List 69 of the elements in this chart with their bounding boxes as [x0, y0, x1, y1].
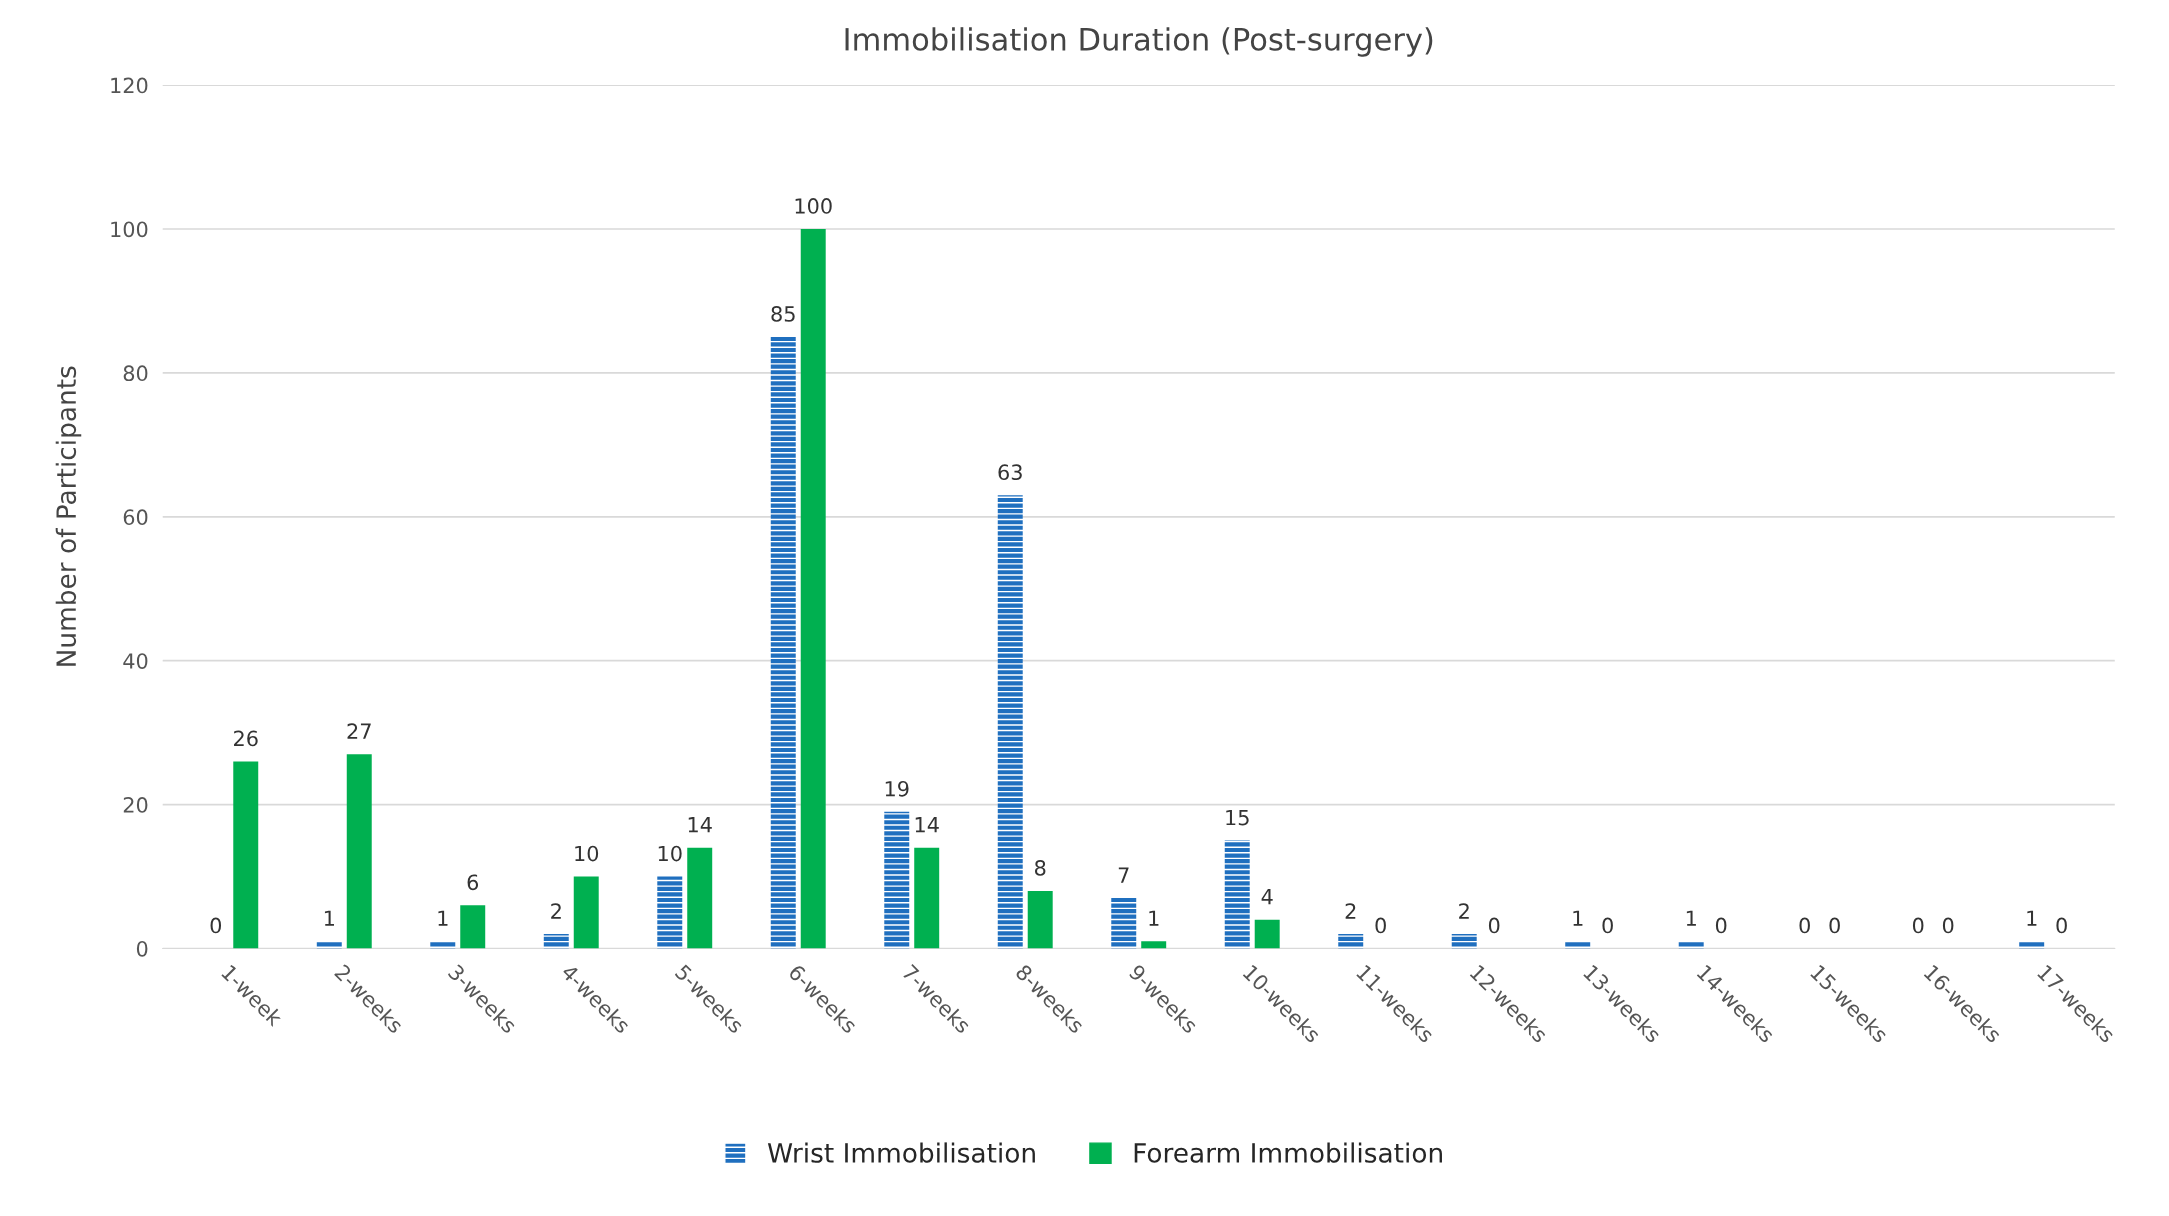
- data-label: 0: [2056, 917, 2067, 934]
- data-label: 0: [210, 917, 222, 934]
- data-label: 2: [551, 903, 561, 919]
- bar: [1254, 919, 1280, 949]
- data-label: 0: [1912, 917, 1924, 934]
- data-label: 8: [1035, 860, 1046, 876]
- bar: [316, 941, 342, 949]
- chart-title: Immobilisation Duration (Post-surgery): [845, 27, 1433, 57]
- data-label: 1: [324, 910, 334, 926]
- data-label: 0: [1375, 917, 1386, 934]
- y-tick-label: 80: [123, 365, 148, 382]
- data-label: 63: [998, 464, 1022, 481]
- data-label: 2: [1459, 903, 1469, 919]
- bar: [1451, 934, 1477, 949]
- data-label: 26: [234, 730, 258, 747]
- bar: [884, 811, 910, 949]
- bar: [914, 847, 940, 949]
- bar: [1224, 840, 1250, 949]
- bar: [1027, 890, 1053, 949]
- bar: [657, 876, 683, 949]
- bar: [1678, 941, 1704, 949]
- bar: [1111, 898, 1137, 949]
- bar: [2019, 941, 2045, 949]
- y-tick-label: 40: [123, 653, 148, 669]
- legend-label: Wrist Immobilisation: [767, 1142, 1035, 1163]
- data-label: 1: [1573, 910, 1583, 926]
- data-label: 0: [1799, 917, 1810, 934]
- data-label: 7: [1118, 867, 1129, 883]
- y-tick-label: 100: [111, 221, 148, 238]
- data-label: 1: [1149, 910, 1159, 926]
- y-tick-label: 60: [123, 509, 148, 526]
- data-label: 10: [575, 845, 599, 862]
- bar: [543, 934, 569, 949]
- data-label: 1: [438, 910, 448, 926]
- bar: [430, 941, 456, 949]
- legend-label: Forearm Immobilisation: [1134, 1142, 1442, 1163]
- data-label: 10: [658, 845, 682, 862]
- bar: [1141, 941, 1167, 949]
- y-tick-label: 120: [111, 77, 148, 94]
- data-label: 19: [885, 780, 909, 797]
- data-label: 1: [2027, 910, 2037, 926]
- bar: [460, 905, 486, 949]
- bar: [687, 847, 713, 949]
- data-label: 0: [1942, 917, 1954, 934]
- data-label: 0: [1829, 917, 1840, 934]
- bar: [1338, 934, 1364, 949]
- bar: [346, 754, 372, 949]
- bar: [997, 495, 1023, 949]
- y-tick-label: 0: [136, 940, 148, 957]
- bar: [770, 336, 796, 949]
- data-label: 0: [1488, 917, 1500, 934]
- data-label: 100: [795, 198, 832, 214]
- data-label: 4: [1261, 889, 1273, 905]
- y-axis-title: Number of Participants: [55, 366, 82, 666]
- data-label: 0: [1715, 917, 1727, 934]
- bar: [800, 229, 826, 949]
- data-label: 14: [688, 817, 712, 833]
- data-label: 85: [771, 306, 795, 322]
- bar: [233, 761, 259, 949]
- bar: [573, 876, 599, 949]
- data-label: 1: [1686, 910, 1696, 926]
- data-label: 6: [467, 874, 479, 891]
- data-label: 27: [347, 723, 371, 739]
- data-label: 15: [1226, 809, 1249, 826]
- data-label: 0: [1602, 917, 1613, 934]
- bar: [1565, 941, 1591, 949]
- data-label: 2: [1345, 903, 1356, 919]
- y-tick-label: 20: [123, 797, 148, 813]
- data-label: 14: [915, 817, 939, 833]
